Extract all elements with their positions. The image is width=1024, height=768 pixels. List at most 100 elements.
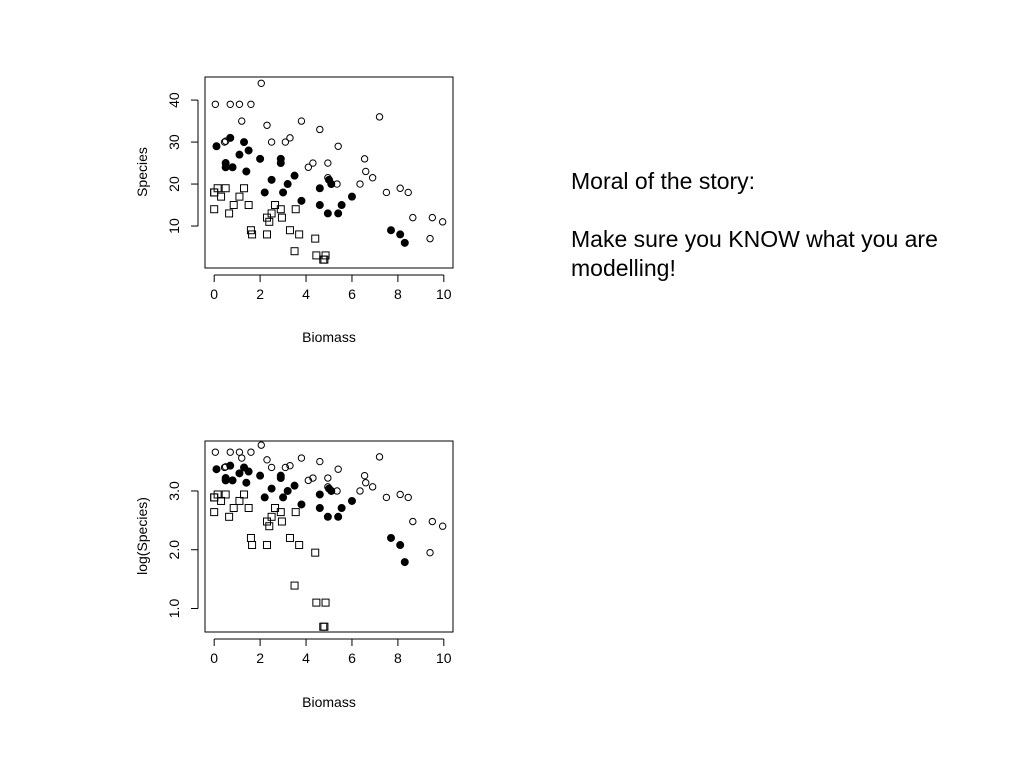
data-point-open <box>238 454 246 462</box>
data-point-open <box>375 453 384 461</box>
data-point-open <box>316 125 324 134</box>
y-tick-label: 30 <box>166 134 182 150</box>
y-axis-label: Species <box>134 147 150 197</box>
data-point-filled <box>226 133 235 142</box>
x-tick-label: 8 <box>394 650 402 666</box>
data-point-open <box>267 463 276 472</box>
moral-text-block: Moral of the story: Make sure you KNOW w… <box>571 167 991 283</box>
data-point-open <box>235 100 244 108</box>
x-tick-label: 10 <box>436 650 452 666</box>
data-point-open <box>281 138 290 146</box>
data-point-square <box>290 581 299 590</box>
data-point-square <box>291 508 300 517</box>
data-point-square <box>295 230 304 239</box>
x-tick-label: 8 <box>394 286 402 302</box>
data-point-filled <box>337 201 346 210</box>
data-point-open <box>356 487 364 495</box>
data-point-open <box>211 448 220 456</box>
data-point-square <box>246 533 255 542</box>
data-point-square <box>311 548 320 557</box>
data-point-filled <box>327 180 336 189</box>
moral-title: Moral of the story: <box>571 168 756 194</box>
data-point-square <box>217 496 226 505</box>
data-points <box>210 79 447 264</box>
data-point-open <box>368 483 377 491</box>
data-point-open <box>257 79 265 87</box>
data-point-open <box>396 184 404 192</box>
data-point-square <box>244 503 253 512</box>
data-point-filled <box>221 476 230 485</box>
data-point-open <box>360 471 369 480</box>
y-tick-label: 10 <box>166 218 182 234</box>
data-point-open <box>220 138 229 146</box>
x-tick-label: 6 <box>348 286 356 302</box>
data-point-open <box>404 493 412 502</box>
data-point-filled <box>276 474 285 483</box>
data-point-open <box>238 117 246 125</box>
data-point-square <box>265 217 274 226</box>
data-point-square <box>263 230 271 239</box>
data-point-filled <box>267 484 276 493</box>
data-point-filled <box>387 226 395 235</box>
data-point-square <box>271 503 280 512</box>
plot-frame <box>204 440 454 633</box>
scatter-plot-log-species: 0 2 4 6 8 10 1.0 2.0 3.0 Biomass log(Species) <box>134 440 454 710</box>
data-point-filled <box>334 512 343 521</box>
data-point-filled <box>267 175 276 184</box>
data-point-open <box>382 188 391 197</box>
data-point-filled <box>242 478 251 487</box>
x-tick-label: 2 <box>256 650 264 666</box>
x-axis-label: Biomass <box>302 329 356 345</box>
data-point-open <box>304 163 313 171</box>
data-point-filled <box>347 496 356 505</box>
x-tick-label: 10 <box>436 286 452 302</box>
data-point-square <box>210 188 219 197</box>
data-point-open <box>247 448 255 456</box>
data-point-square <box>246 226 255 235</box>
data-point-open <box>362 479 370 487</box>
data-point-square <box>263 541 271 550</box>
data-point-open <box>360 155 369 163</box>
data-point-filled <box>244 467 253 476</box>
data-point-filled <box>242 167 251 176</box>
data-point-open <box>382 493 391 502</box>
y-tick-label: 3.0 <box>166 481 182 501</box>
data-point-square <box>276 508 285 517</box>
y-axis: 10 20 30 40 <box>166 92 199 234</box>
data-point-square <box>277 213 286 222</box>
data-point-square <box>312 251 321 260</box>
data-point-filled <box>279 188 288 197</box>
x-tick-label: 2 <box>256 286 264 302</box>
data-point-open <box>438 522 447 530</box>
data-point-square <box>240 184 249 193</box>
data-point-square <box>265 522 274 531</box>
data-point-open <box>281 463 290 472</box>
x-tick-label: 4 <box>302 650 310 666</box>
data-point-square <box>244 201 253 210</box>
y-tick-label: 2.0 <box>166 540 182 560</box>
data-point-filled <box>323 512 332 521</box>
data-point-filled <box>235 150 244 159</box>
x-axis: 0 2 4 6 8 10 <box>210 274 452 302</box>
data-point-open <box>286 134 294 142</box>
scatter-plot-species: 0 2 4 6 8 10 10 20 30 40 Biomass Species <box>134 76 454 345</box>
data-point-open <box>438 218 447 226</box>
data-point-open <box>396 490 404 499</box>
x-tick-label: 6 <box>348 650 356 666</box>
data-point-square <box>210 508 219 517</box>
data-point-filled <box>297 500 306 509</box>
data-point-filled <box>290 481 299 490</box>
data-point-filled <box>260 493 269 502</box>
data-point-filled <box>290 171 299 180</box>
data-point-filled <box>396 230 405 239</box>
data-point-square <box>276 205 285 214</box>
data-point-filled <box>347 192 356 201</box>
data-point-open <box>404 188 412 197</box>
data-point-filled <box>226 461 235 470</box>
data-point-square <box>321 251 330 260</box>
data-point-open <box>316 457 324 466</box>
data-point-open <box>375 113 384 121</box>
data-point-filled <box>212 142 221 151</box>
data-point-filled <box>315 490 324 499</box>
